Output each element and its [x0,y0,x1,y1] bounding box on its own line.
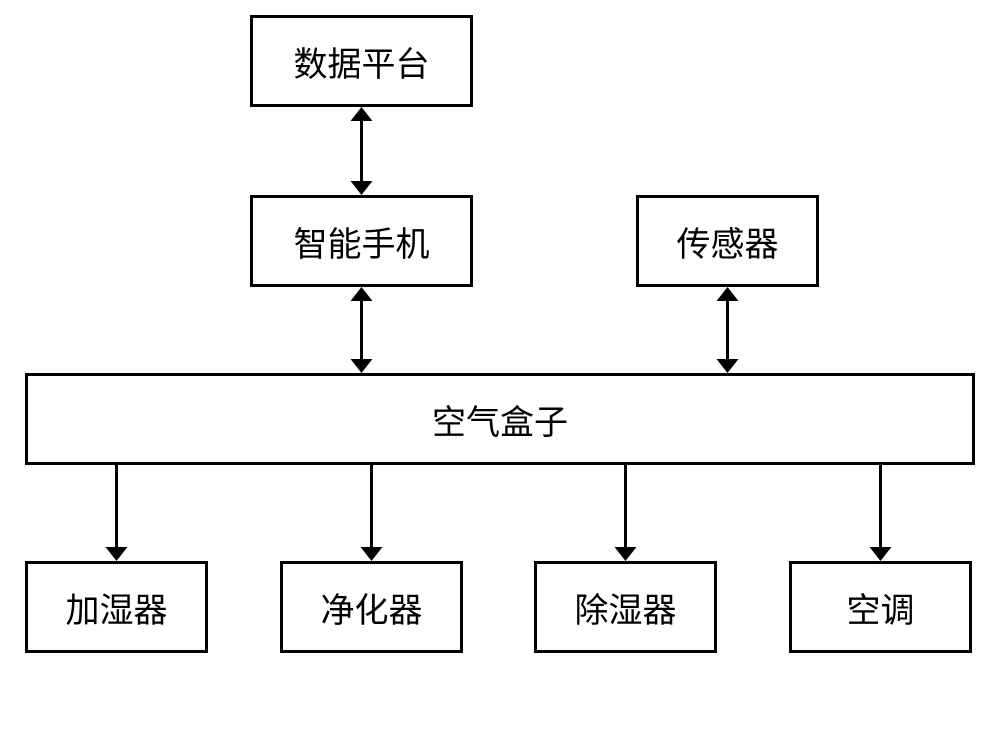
node-air-box: 空气盒子 [25,373,975,465]
node-label: 空调 [847,583,915,632]
node-dehumidifier: 除湿器 [534,561,717,653]
node-label: 智能手机 [294,217,430,266]
node-label: 传感器 [677,217,779,266]
node-sensor: 传感器 [636,195,819,287]
node-data-platform: 数据平台 [250,15,473,107]
node-label: 加湿器 [66,583,168,632]
node-label: 空气盒子 [432,395,568,444]
node-ac: 空调 [789,561,972,653]
node-purifier: 净化器 [280,561,463,653]
diagram-canvas: 数据平台 智能手机 传感器 空气盒子 加湿器 净化器 除湿器 空调 [0,0,1000,731]
node-label: 除湿器 [575,583,677,632]
node-humidifier: 加湿器 [25,561,208,653]
node-smartphone: 智能手机 [250,195,473,287]
node-label: 净化器 [321,583,423,632]
node-label: 数据平台 [294,37,430,86]
